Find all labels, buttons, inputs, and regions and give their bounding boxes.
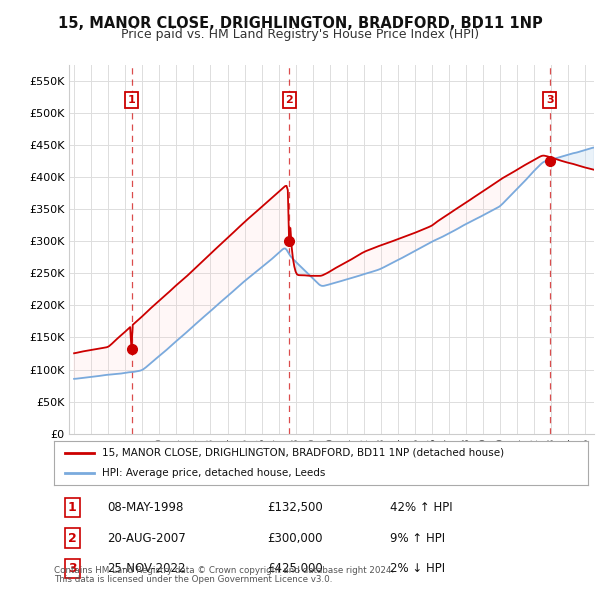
Text: 9% ↑ HPI: 9% ↑ HPI xyxy=(391,532,446,545)
Text: £300,000: £300,000 xyxy=(268,532,323,545)
Text: 15, MANOR CLOSE, DRIGHLINGTON, BRADFORD, BD11 1NP: 15, MANOR CLOSE, DRIGHLINGTON, BRADFORD,… xyxy=(58,16,542,31)
Text: 2: 2 xyxy=(286,95,293,105)
Text: This data is licensed under the Open Government Licence v3.0.: This data is licensed under the Open Gov… xyxy=(54,575,332,584)
Text: 15, MANOR CLOSE, DRIGHLINGTON, BRADFORD, BD11 1NP (detached house): 15, MANOR CLOSE, DRIGHLINGTON, BRADFORD,… xyxy=(102,448,504,458)
Text: HPI: Average price, detached house, Leeds: HPI: Average price, detached house, Leed… xyxy=(102,468,325,478)
Text: 1: 1 xyxy=(128,95,136,105)
Text: 20-AUG-2007: 20-AUG-2007 xyxy=(107,532,186,545)
Text: 1: 1 xyxy=(68,501,77,514)
Text: 42% ↑ HPI: 42% ↑ HPI xyxy=(391,501,453,514)
Text: 2: 2 xyxy=(68,532,77,545)
Text: 3: 3 xyxy=(546,95,553,105)
Text: 25-NOV-2022: 25-NOV-2022 xyxy=(107,562,186,575)
Text: £425,000: £425,000 xyxy=(268,562,323,575)
Text: 08-MAY-1998: 08-MAY-1998 xyxy=(107,501,184,514)
Text: £132,500: £132,500 xyxy=(268,501,323,514)
Text: Price paid vs. HM Land Registry's House Price Index (HPI): Price paid vs. HM Land Registry's House … xyxy=(121,28,479,41)
Text: Contains HM Land Registry data © Crown copyright and database right 2024.: Contains HM Land Registry data © Crown c… xyxy=(54,566,394,575)
Text: 3: 3 xyxy=(68,562,76,575)
Text: 2% ↓ HPI: 2% ↓ HPI xyxy=(391,562,446,575)
